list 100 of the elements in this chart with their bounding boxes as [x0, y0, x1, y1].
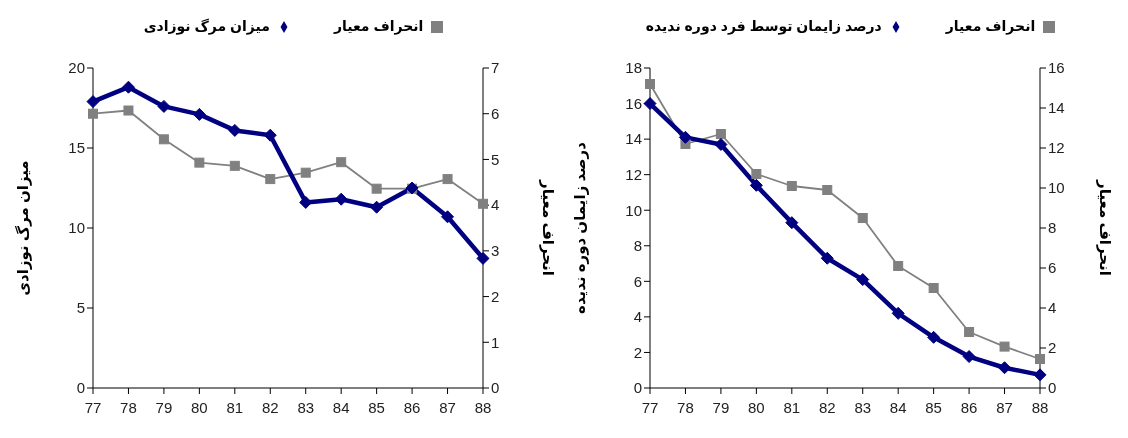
- point: [194, 157, 205, 168]
- point: [157, 99, 171, 113]
- point: [785, 216, 799, 230]
- y-tick-label: 0: [633, 379, 642, 397]
- point: [822, 185, 833, 195]
- y2-tick-label: 1: [491, 333, 500, 351]
- point: [786, 181, 797, 191]
- y-tick-label: 4: [633, 308, 642, 326]
- x-tick-label: 86: [403, 398, 421, 416]
- x-tick-label: 78: [120, 398, 137, 416]
- y-axis-title: درصد زایمان دوره ندیده: [571, 141, 590, 314]
- y-tick-label: 14: [625, 130, 642, 148]
- point: [86, 95, 100, 109]
- y2-tick-label: 6: [491, 105, 500, 123]
- x-tick-label: 79: [712, 398, 730, 416]
- point: [370, 200, 384, 214]
- x-tick-label: 87: [996, 398, 1013, 416]
- point: [999, 341, 1010, 352]
- legend-label: انحراف معیار: [333, 18, 424, 34]
- y-axis-title: میزان مرگ نوزادی: [14, 160, 33, 296]
- x-tick-label: 84: [889, 398, 907, 416]
- point: [1035, 354, 1045, 364]
- y2-tick-label: 3: [491, 242, 500, 260]
- y2-tick-label: 12: [1048, 139, 1065, 157]
- point: [749, 178, 763, 192]
- point: [715, 129, 726, 139]
- y-tick-label: 20: [68, 59, 85, 77]
- x-tick-label: 82: [818, 398, 836, 416]
- x-tick-label: 81: [783, 398, 801, 416]
- point: [441, 210, 455, 224]
- point: [228, 123, 242, 137]
- point: [192, 107, 206, 121]
- x-tick-label: 88: [1031, 398, 1049, 416]
- point: [158, 134, 169, 145]
- y2-tick-label: 8: [1048, 219, 1057, 237]
- y-tick-label: 15: [68, 139, 85, 157]
- y2-tick-label: 10: [1048, 179, 1065, 197]
- point: [714, 137, 728, 151]
- y2-axis-title: انحراف معیار: [539, 179, 557, 276]
- x-tick-label: 87: [439, 398, 456, 416]
- x-tick-label: 88: [474, 398, 492, 416]
- point: [643, 97, 657, 111]
- y-tick-label: 5: [76, 299, 85, 317]
- point: [476, 251, 490, 265]
- x-tick-label: 85: [925, 398, 942, 416]
- x-tick-label: 77: [641, 398, 659, 416]
- point: [820, 251, 834, 265]
- point: [678, 130, 692, 144]
- y-tick-label: 2: [633, 343, 642, 361]
- point: [856, 273, 870, 287]
- y-tick-label: 0: [76, 379, 85, 397]
- y2-tick-label: 0: [1048, 379, 1057, 397]
- legend-label: انحراف معیار: [945, 18, 1036, 34]
- point: [927, 330, 941, 344]
- x-tick-label: 86: [960, 398, 978, 416]
- point: [336, 157, 347, 168]
- y2-tick-label: 14: [1048, 99, 1065, 117]
- x-tick-label: 77: [84, 398, 102, 416]
- y2-tick-label: 7: [491, 59, 500, 77]
- x-tick-label: 79: [155, 398, 173, 416]
- x-tick-label: 82: [261, 398, 279, 416]
- point: [371, 183, 382, 194]
- x-tick-label: 80: [191, 398, 208, 416]
- point: [263, 128, 277, 142]
- y-tick-label: 10: [68, 219, 85, 237]
- y2-tick-label: 5: [491, 150, 500, 168]
- y2-tick-label: 2: [1048, 339, 1057, 357]
- point: [962, 350, 976, 364]
- y-tick-label: 8: [633, 237, 642, 255]
- legend-label: درصد زایمان توسط فرد دوره ندیده: [645, 18, 882, 34]
- point: [1033, 368, 1047, 382]
- point: [928, 283, 939, 293]
- legend-label: میزان مرگ نوزادی: [143, 18, 270, 34]
- y-tick-label: 6: [633, 272, 642, 290]
- point: [998, 361, 1012, 375]
- y2-tick-label: 0: [491, 379, 500, 397]
- point: [645, 79, 655, 89]
- x-tick-label: 83: [854, 398, 872, 416]
- y-tick-label: 16: [625, 94, 642, 112]
- point: [442, 174, 453, 185]
- x-tick-label: 80: [748, 398, 765, 416]
- point: [334, 192, 348, 206]
- point: [123, 105, 134, 116]
- point: [857, 213, 868, 223]
- y2-axis-title: انحراف معیار: [1096, 179, 1114, 276]
- x-tick-label: 83: [297, 398, 315, 416]
- x-tick-label: 84: [332, 398, 350, 416]
- point: [265, 174, 276, 185]
- point: [964, 327, 975, 337]
- x-tick-label: 85: [368, 398, 385, 416]
- point: [299, 195, 313, 209]
- y-tick-label: 18: [625, 59, 642, 77]
- y2-tick-label: 6: [1048, 259, 1057, 277]
- y2-tick-label: 2: [491, 287, 500, 305]
- y-tick-label: 10: [625, 201, 642, 219]
- y2-tick-label: 16: [1048, 59, 1065, 77]
- point: [229, 160, 240, 171]
- x-tick-label: 81: [226, 398, 244, 416]
- y-tick-label: 12: [625, 165, 642, 183]
- x-tick-label: 78: [677, 398, 694, 416]
